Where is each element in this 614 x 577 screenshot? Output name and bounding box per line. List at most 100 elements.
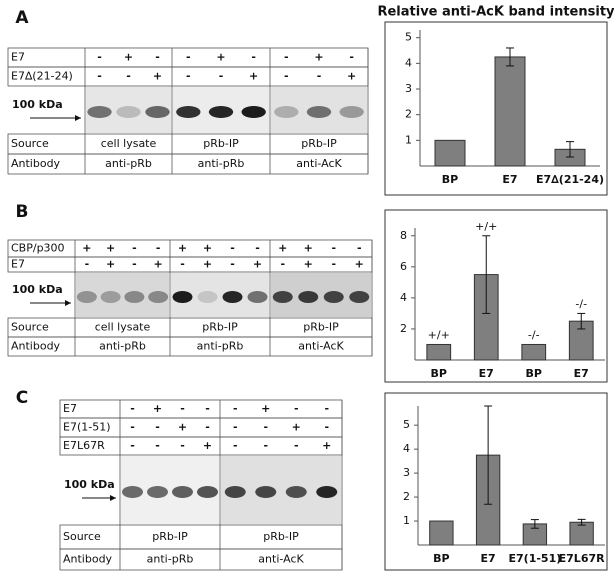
x-tick-label: BP	[442, 173, 458, 186]
panel-label: C	[16, 388, 28, 408]
x-tick-label: E7	[574, 367, 589, 380]
sign: -	[263, 421, 268, 434]
x-tick-label: E7∆(21-24)	[536, 173, 604, 186]
blot-band	[116, 106, 141, 118]
table-cell	[59, 548, 343, 571]
x-tick-label: E7L67R	[559, 552, 605, 565]
sign: -	[263, 439, 268, 452]
sign: -	[233, 439, 238, 452]
condition-label: E7	[11, 51, 25, 64]
marker-label: 100 kDa	[64, 478, 115, 491]
condition-label: CBP/p300	[11, 242, 65, 255]
blot-band	[124, 291, 145, 303]
sign: -	[233, 402, 238, 415]
blot-band	[172, 291, 193, 303]
row-label: Antibody	[63, 553, 113, 566]
blot-band	[145, 106, 170, 118]
sign: -	[186, 70, 191, 83]
row-value: anti-pRb	[105, 157, 152, 170]
y-tick-label: 2	[403, 490, 410, 503]
sign: -	[230, 242, 235, 255]
row-value: anti-pRb	[197, 340, 244, 353]
row-value: pRb-IP	[202, 321, 238, 334]
sign: -	[219, 70, 224, 83]
chart-frame	[384, 209, 608, 383]
marker-label: 100 kDa	[12, 98, 63, 111]
condition-label: E7L67R	[63, 439, 105, 452]
blot-band	[272, 291, 293, 303]
x-tick-label: E7	[479, 367, 494, 380]
bar-label: -/-	[528, 328, 540, 341]
sign: +	[355, 258, 364, 271]
blot-band	[255, 486, 277, 498]
blot-band	[87, 106, 112, 118]
blot-band	[122, 486, 143, 498]
row-label: Source	[63, 530, 101, 543]
sign: -	[155, 421, 160, 434]
sign: -	[205, 421, 210, 434]
blot-band	[306, 106, 332, 118]
sign: +	[203, 258, 212, 271]
sign: -	[186, 51, 191, 64]
sign: -	[251, 51, 256, 64]
row-value: pRb-IP	[203, 137, 239, 150]
row-value: anti-AcK	[296, 157, 342, 170]
sign: -	[284, 70, 289, 83]
blot-band	[176, 106, 201, 118]
row-value: anti-AcK	[258, 553, 304, 566]
y-tick-label: 3	[403, 466, 410, 479]
sign: -	[180, 402, 185, 415]
blot-band	[100, 291, 121, 303]
y-tick-label: 2	[405, 108, 412, 121]
bar	[521, 343, 547, 361]
marker-arrowhead	[110, 495, 116, 501]
blot-band	[316, 486, 338, 498]
bar	[434, 139, 466, 167]
bar	[494, 56, 526, 167]
sign: -	[126, 70, 131, 83]
bar-label: +/+	[428, 328, 450, 341]
sign: +	[106, 258, 115, 271]
sign: -	[97, 70, 102, 83]
sign: -	[205, 402, 210, 415]
blot-band	[247, 291, 268, 303]
blot-band	[147, 486, 168, 498]
row-value: pRb-IP	[263, 530, 299, 543]
row-label: Source	[11, 321, 49, 334]
panel-label: B	[16, 202, 29, 222]
blot-band	[285, 486, 307, 498]
sign: -	[324, 421, 329, 434]
sign: +	[203, 439, 212, 452]
y-tick-label: 4	[405, 56, 412, 69]
sign: -	[180, 258, 185, 271]
row-value: anti-pRb	[99, 340, 146, 353]
sign: +	[82, 242, 91, 255]
condition-label: E7	[63, 402, 77, 415]
sign: -	[317, 70, 322, 83]
sign: -	[85, 258, 90, 271]
chart-title: Relative anti-AcK band intensity	[377, 5, 614, 20]
y-tick-label: 1	[405, 133, 412, 146]
row-value: cell lysate	[95, 321, 151, 334]
sign: -	[132, 258, 137, 271]
x-tick-label: BP	[433, 552, 449, 565]
sign: +	[322, 439, 331, 452]
sign: -	[324, 402, 329, 415]
blot-band	[274, 106, 299, 118]
sign: -	[284, 51, 289, 64]
sign: -	[97, 51, 102, 64]
sign: +	[106, 242, 115, 255]
row-value: pRb-IP	[301, 137, 337, 150]
x-tick-label: E7	[481, 552, 496, 565]
bar	[569, 521, 594, 546]
y-tick-label: 2	[400, 322, 407, 335]
blot-band	[339, 106, 364, 118]
y-tick-label: 4	[400, 291, 407, 304]
sign: +	[216, 51, 225, 64]
sign: +	[292, 421, 301, 434]
sign: +	[154, 258, 163, 271]
sign: +	[153, 402, 162, 415]
sign: +	[278, 242, 287, 255]
blot-band	[241, 106, 266, 118]
table-cell	[7, 256, 373, 273]
